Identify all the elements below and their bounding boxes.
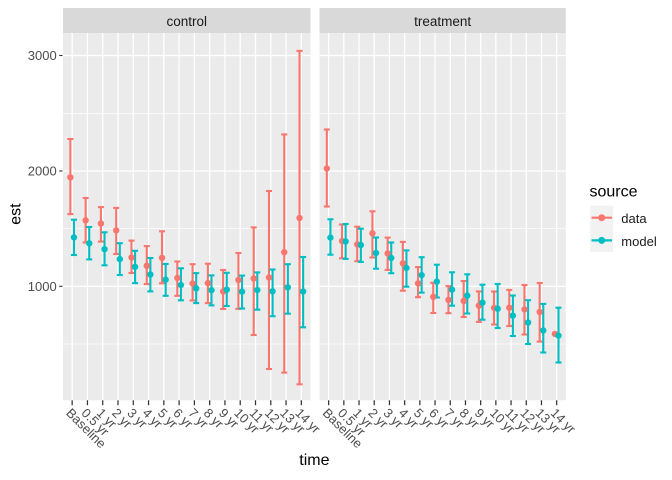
svg-text:control: control (167, 14, 208, 29)
svg-text:3000: 3000 (28, 48, 57, 63)
svg-text:source: source (590, 184, 638, 201)
svg-text:2000: 2000 (28, 164, 57, 179)
svg-text:data: data (621, 211, 647, 226)
svg-text:1000: 1000 (28, 279, 57, 294)
svg-text:est: est (7, 203, 24, 225)
svg-text:time: time (299, 452, 329, 469)
svg-text:model: model (621, 234, 657, 249)
svg-text:treatment: treatment (414, 14, 471, 29)
